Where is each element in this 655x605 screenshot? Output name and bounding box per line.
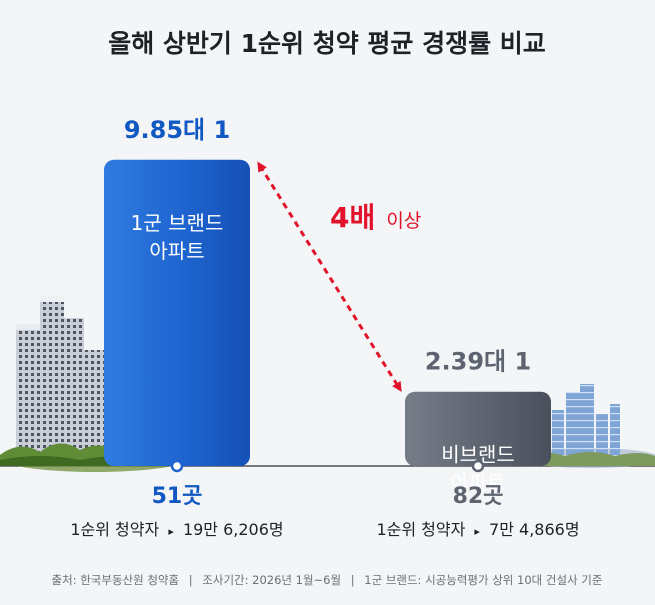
bar-brand-apartment (104, 159, 250, 466)
applicants-nonbrand-value: 7만 4,866명 (489, 520, 580, 539)
applicants-brand-value: 19만 6,206명 (183, 520, 284, 539)
bar-label-brand-line2: 아파트 (149, 239, 204, 263)
applicants-brand: 1순위 청약자 ▸ 19만 6,206명 (70, 520, 283, 539)
footer-source: 출처: 한국부동산원 청약홈 (52, 573, 180, 587)
comparison-multiplier: 4배 (330, 201, 375, 234)
bar-nonbrand-apartment (405, 391, 551, 466)
footer-divider: | (189, 573, 193, 587)
axis-marker-brand (170, 459, 184, 473)
comparison-suffix: 이상 (386, 210, 421, 232)
comparison-arrow (257, 161, 402, 392)
value-label-brand: 9.85대 1 (124, 116, 230, 144)
applicants-brand-label: 1순위 청약자 (70, 520, 159, 539)
bar-label-nonbrand-line2: 아파트 (450, 471, 505, 495)
footer-divider: | (351, 573, 355, 587)
complex-count-brand: 51곳 (152, 484, 203, 509)
applicants-brand-arrow: ▸ (168, 525, 174, 538)
axis-marker-nonbrand (471, 459, 485, 473)
applicants-nonbrand-arrow: ▸ (474, 525, 480, 538)
comparison-annotation: 4배 이상 (330, 201, 421, 234)
chart-title: 올해 상반기 1순위 청약 평균 경쟁률 비교 (108, 29, 546, 58)
applicants-nonbrand-label: 1순위 청약자 (376, 520, 465, 539)
complex-count-nonbrand: 82곳 (453, 484, 504, 509)
value-label-nonbrand: 2.39대 1 (425, 348, 531, 376)
footer-definition: 1군 브랜드: 시공능력평가 상위 10대 건설사 기준 (364, 573, 602, 587)
footer-note: 출처: 한국부동산원 청약홈 | 조사기간: 2026년 1월~6월 | 1군 … (52, 573, 603, 587)
bar-label-brand-line1: 1군 브랜드 (131, 211, 224, 235)
footer-period: 조사기간: 2026년 1월~6월 (202, 573, 341, 587)
applicants-nonbrand: 1순위 청약자 ▸ 7만 4,866명 (376, 520, 579, 539)
